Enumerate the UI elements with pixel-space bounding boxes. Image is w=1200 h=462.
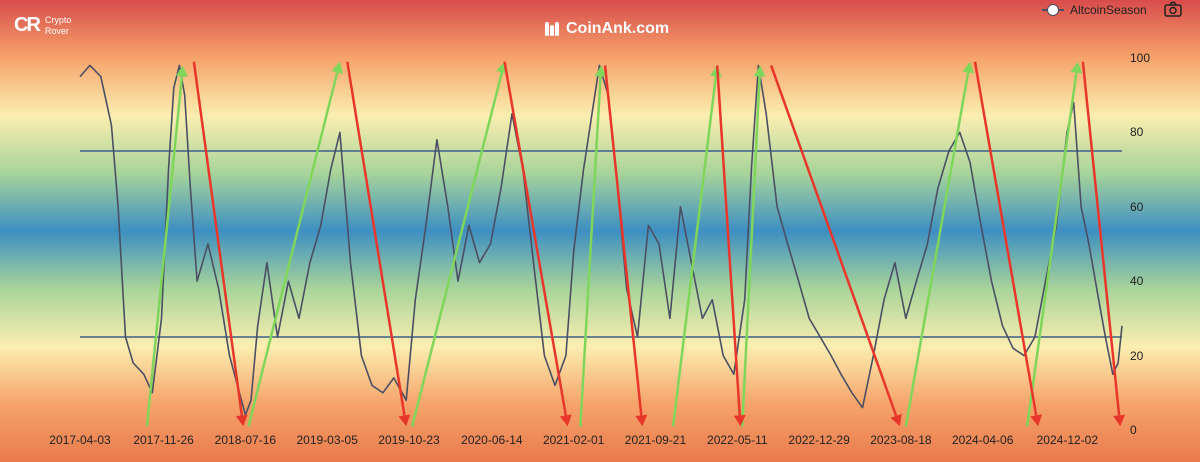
up-arrow: [579, 76, 602, 427]
up-arrow: [247, 72, 339, 427]
down-arrow: [192, 61, 244, 416]
brand-line1: Crypto: [44, 14, 72, 25]
x-tick-label: 2017-04-03: [49, 433, 111, 447]
down-arrow: [603, 65, 643, 416]
down-arrow-head: [733, 414, 746, 427]
down-arrow-head: [1113, 414, 1126, 427]
up-arrow-head: [331, 61, 344, 74]
y-tick-label: 20: [1130, 348, 1144, 363]
x-tick-label: 2019-03-05: [296, 433, 358, 447]
y-tick-label: 60: [1130, 199, 1144, 214]
down-arrow-head: [890, 413, 902, 427]
up-arrow-head: [594, 65, 607, 77]
x-tick-label: 2018-07-16: [214, 433, 277, 447]
y-tick-label: 80: [1130, 125, 1144, 140]
x-tick-label: 2019-10-23: [378, 433, 440, 447]
legend-swatch: [1042, 4, 1064, 16]
brand-line2: Rover: [44, 25, 69, 36]
camera-icon[interactable]: [1164, 1, 1182, 17]
up-arrow: [671, 76, 718, 427]
brand-logo: CR Crypto Rover: [14, 14, 71, 37]
up-arrow: [1025, 72, 1078, 427]
series-line: [79, 64, 1123, 416]
down-arrow-head: [1030, 414, 1043, 427]
x-tick-label: 2021-09-21: [624, 433, 687, 447]
up-arrow-head: [709, 65, 722, 78]
up-arrow-head: [962, 61, 975, 74]
y-tick-label: 100: [1130, 51, 1151, 65]
x-tick-label: 2024-12-02: [1036, 433, 1099, 447]
down-arrow: [503, 61, 568, 416]
down-arrow-head: [559, 414, 572, 427]
down-arrow: [1081, 61, 1121, 416]
legend-item-altcoinseason[interactable]: AltcoinSeason: [1042, 0, 1147, 20]
y-tick-label: 0: [1130, 423, 1137, 437]
up-arrow: [410, 72, 504, 427]
x-tick-label: 2022-12-29: [788, 433, 850, 447]
down-arrow: [346, 61, 406, 416]
up-arrow-head: [175, 65, 188, 77]
watermark-text: CoinAnk.com: [566, 20, 670, 37]
up-arrow: [904, 72, 970, 427]
up-arrow-head: [753, 65, 766, 77]
down-arrow-head: [398, 414, 411, 427]
coinank-icon: [545, 22, 559, 36]
up-arrow-head: [1070, 61, 1083, 74]
up-arrow: [740, 76, 761, 427]
y-tick-label: 40: [1130, 274, 1144, 289]
down-arrow: [715, 65, 742, 416]
down-arrow: [769, 65, 898, 417]
up-arrow: [145, 76, 184, 427]
x-tick-label: 2023-08-18: [870, 433, 932, 447]
x-tick-label: 2020-06-14: [461, 433, 523, 447]
down-arrow-head: [235, 414, 248, 427]
x-tick-label: 2021-02-01: [542, 433, 605, 447]
x-tick-label: 2022-05-11: [707, 433, 768, 447]
down-arrow-head: [635, 414, 648, 427]
x-tick-label: 2017-11-26: [133, 433, 194, 447]
watermark: CoinAnk.com: [544, 20, 669, 38]
brand-mark: CR: [14, 14, 41, 36]
x-tick-label: 2024-04-06: [952, 433, 1014, 447]
legend-label: AltcoinSeason: [1070, 3, 1147, 17]
down-arrow: [973, 61, 1038, 416]
